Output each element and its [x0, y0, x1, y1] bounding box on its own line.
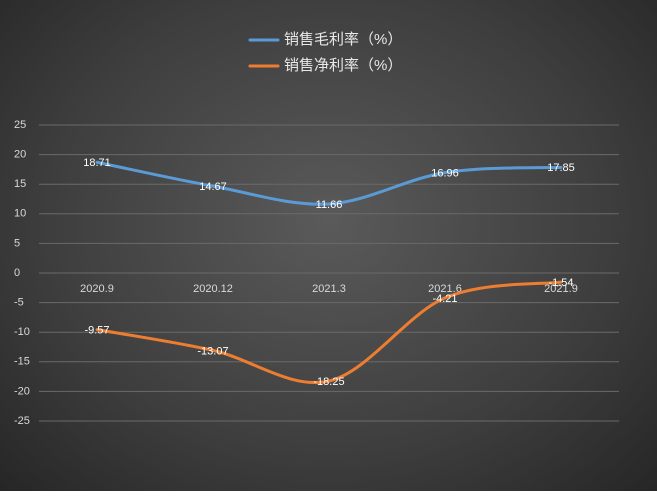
series-line — [95, 160, 563, 206]
data-label: 11.66 — [316, 199, 343, 211]
legend-label: 销售净利率（%） — [284, 57, 402, 74]
y-tick-label: -15 — [14, 356, 30, 368]
y-tick-label: -25 — [14, 415, 30, 427]
data-label: -1.54 — [548, 277, 573, 289]
data-label: 17.85 — [547, 162, 575, 174]
data-label: 18.71 — [83, 157, 111, 169]
data-label: -9.57 — [84, 325, 109, 337]
legend-label: 销售毛利率（%） — [284, 31, 402, 48]
y-tick-label: 20 — [14, 149, 26, 161]
data-label: -4.21 — [432, 293, 457, 305]
y-tick-label: 10 — [14, 208, 26, 220]
x-tick-label: 2020.12 — [193, 283, 233, 295]
data-label: 14.67 — [199, 181, 227, 193]
data-label: -13.07 — [197, 345, 228, 357]
series-line — [95, 280, 563, 384]
x-tick-label: 2021.6 — [428, 283, 462, 295]
y-tick-label: 25 — [14, 119, 26, 131]
y-tick-label: -20 — [14, 385, 30, 397]
y-tick-label: 0 — [14, 267, 20, 279]
x-tick-label: 2021.9 — [544, 283, 578, 295]
data-label: 16.96 — [431, 168, 459, 180]
x-tick-label: 2020.9 — [80, 283, 114, 295]
y-tick-label: -10 — [14, 326, 30, 338]
data-label: -18.25 — [313, 376, 344, 388]
y-tick-label: 15 — [14, 178, 26, 190]
y-tick-label: 5 — [14, 237, 20, 249]
x-tick-label: 2021.3 — [312, 283, 346, 295]
y-tick-label: -5 — [14, 297, 24, 309]
